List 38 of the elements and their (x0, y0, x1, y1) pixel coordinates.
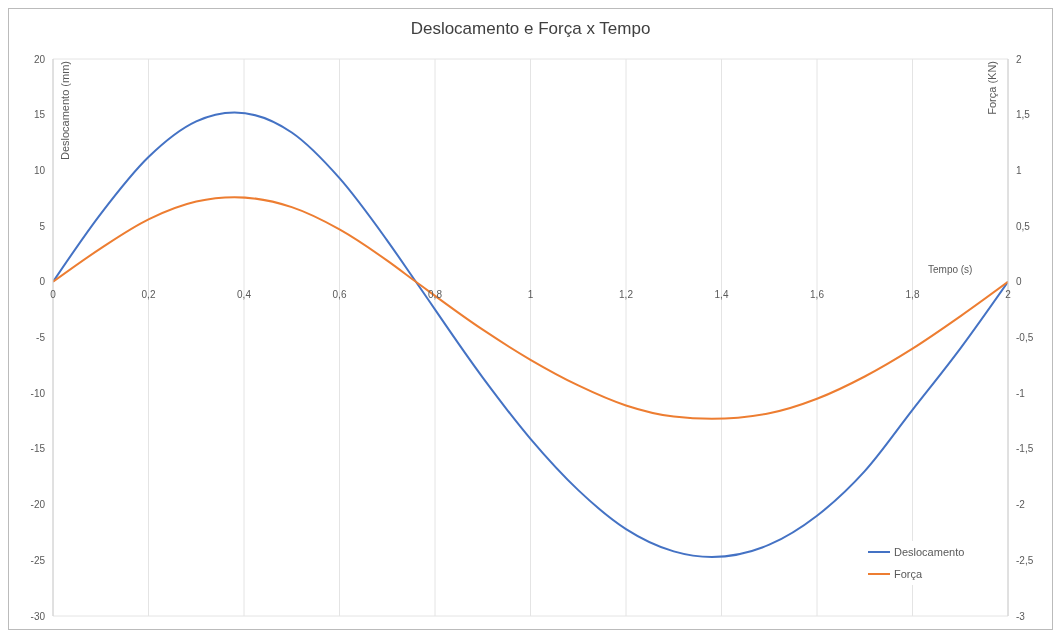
y-tick-label: 5 (39, 220, 46, 232)
x-tick-label: 1,8 (905, 288, 920, 300)
x-axis-title: Tempo (s) (928, 263, 973, 275)
y2-tick-label: -0,5 (1016, 332, 1034, 344)
y-tick-label: -10 (30, 387, 46, 399)
legend-label: Deslocamento (894, 545, 965, 560)
x-tick-label: 0,6 (332, 288, 347, 300)
x-tick-label: 0 (50, 288, 57, 300)
y-tick-label: -5 (36, 332, 46, 344)
y2-tick-label: -3 (1016, 610, 1026, 622)
y2-tick-label: -1,5 (1016, 443, 1034, 455)
legend-label: Força (894, 567, 923, 582)
x-tick-label: 1,2 (619, 288, 634, 300)
chart-title: Deslocamento e Força x Tempo (409, 19, 652, 39)
y-tick-label: 0 (39, 276, 46, 288)
y2-tick-label: -1 (1016, 387, 1026, 399)
y2-tick-label: -2 (1016, 499, 1026, 511)
x-tick-label: 0,4 (237, 288, 252, 300)
x-tick-label: 1,4 (714, 288, 729, 300)
y2-tick-label: 2 (1016, 53, 1022, 65)
y-axis-title: Deslocamento (mm) (59, 61, 71, 161)
y-tick-label: -20 (30, 499, 46, 511)
y-tick-label: 20 (33, 53, 46, 65)
y-tick-label: 15 (33, 109, 46, 121)
y-tick-label: -30 (30, 610, 46, 622)
x-tick-label: 1,6 (810, 288, 825, 300)
y2-tick-label: -2,5 (1016, 554, 1034, 566)
y2-tick-label: 1,5 (1016, 109, 1031, 121)
y-tick-label: 10 (33, 164, 46, 176)
y-tick-label: -15 (30, 443, 46, 455)
y2-tick-label: 0,5 (1016, 220, 1031, 232)
y2-axis-title: Força (KN) (986, 61, 998, 115)
x-tick-label: 2 (1005, 288, 1012, 300)
x-tick-label: 1 (527, 288, 534, 300)
x-tick-label: 0,2 (141, 288, 156, 300)
y-tick-label: -25 (30, 554, 46, 566)
y2-tick-label: 0 (1016, 276, 1022, 288)
y2-tick-label: 1 (1016, 164, 1022, 176)
